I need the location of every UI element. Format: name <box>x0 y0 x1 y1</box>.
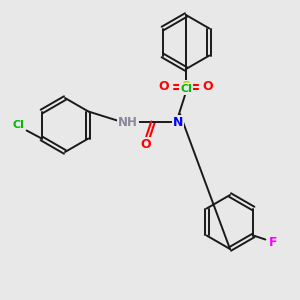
Text: F: F <box>269 236 278 249</box>
Text: O: O <box>203 80 213 94</box>
Text: Cl: Cl <box>13 119 25 130</box>
Text: Cl: Cl <box>180 84 192 94</box>
Text: N: N <box>173 116 183 128</box>
Text: O: O <box>141 137 151 151</box>
Text: O: O <box>159 80 169 94</box>
Text: S: S <box>182 80 190 94</box>
Text: NH: NH <box>118 116 138 128</box>
